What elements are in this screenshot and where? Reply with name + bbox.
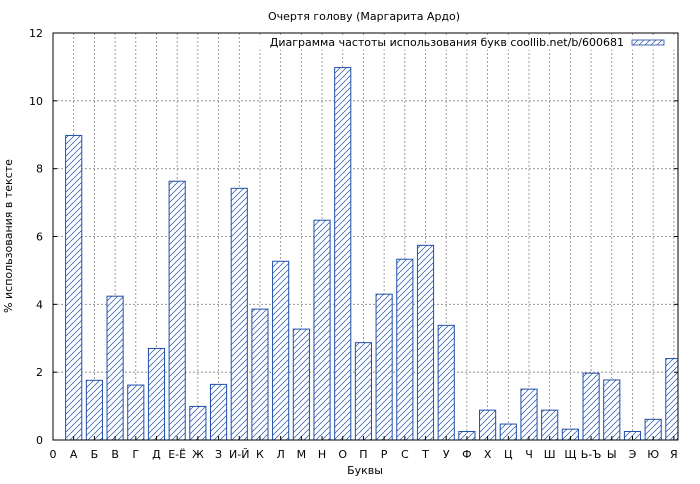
bar xyxy=(209,383,228,441)
bars-group xyxy=(65,67,679,441)
x-tick-label: Э xyxy=(629,448,637,461)
legend-box xyxy=(240,36,676,50)
x-tick-label: У xyxy=(443,448,450,461)
x-tick-label: Б xyxy=(91,448,99,461)
bar xyxy=(396,258,414,441)
bar xyxy=(292,328,310,441)
y-tick-label: 12 xyxy=(29,27,43,40)
bar xyxy=(354,342,373,441)
bar xyxy=(334,67,352,441)
bar xyxy=(603,379,621,441)
bar xyxy=(189,405,207,441)
x-tick-label: Ы xyxy=(607,448,617,461)
x-axis-label: Буквы xyxy=(347,464,383,477)
x-tick-label: Л xyxy=(277,448,285,461)
bar xyxy=(85,379,103,441)
legend-label: Диаграмма частоты использования букв coo… xyxy=(270,36,624,49)
bar xyxy=(416,244,435,441)
bar xyxy=(582,372,600,441)
bar xyxy=(437,324,455,441)
x-tick-label: С xyxy=(401,448,409,461)
bar xyxy=(313,219,331,441)
x-tick-label: 0 xyxy=(50,448,57,461)
bar xyxy=(541,409,559,441)
bar xyxy=(147,347,166,441)
bar xyxy=(665,358,679,441)
bar xyxy=(230,187,248,441)
x-tick-label: И-Й xyxy=(229,448,249,461)
x-tick-label: Е-Ё xyxy=(168,448,186,461)
bar xyxy=(272,260,290,441)
y-tick-label: 2 xyxy=(36,366,43,379)
x-tick-label: Ю xyxy=(647,448,659,461)
bar xyxy=(106,295,124,441)
legend: Диаграмма частоты использования букв coo… xyxy=(240,36,676,50)
x-tick-label: М xyxy=(297,448,307,461)
x-tick-label: Ч xyxy=(525,448,533,461)
grid-lines xyxy=(53,33,678,440)
x-tick-label: Р xyxy=(381,448,388,461)
x-tick-label: П xyxy=(359,448,367,461)
bar xyxy=(168,180,186,441)
x-tick-label: Ш xyxy=(544,448,556,461)
y-tick-label: 0 xyxy=(36,434,43,447)
chart-title: Очертя голову (Маргарита Ардо) xyxy=(268,10,460,23)
x-tick-label: З xyxy=(215,448,222,461)
bar xyxy=(251,308,269,441)
x-tick-label: О xyxy=(338,448,347,461)
x-tick-label: Ь-Ъ xyxy=(581,448,602,461)
x-tick-label: Ф xyxy=(462,448,471,461)
y-tick-label: 8 xyxy=(36,163,43,176)
y-tick-label: 10 xyxy=(29,95,43,108)
bar xyxy=(479,409,497,441)
y-tick-label: 6 xyxy=(36,231,43,244)
x-tick-label: Я xyxy=(670,448,678,461)
x-tick-label: Н xyxy=(318,448,326,461)
x-tick-label: А xyxy=(70,448,78,461)
bar xyxy=(127,384,145,441)
x-tick-label: Ц xyxy=(504,448,513,461)
x-tick-label: В xyxy=(111,448,119,461)
x-tick-label: Д xyxy=(152,448,161,461)
bar xyxy=(520,388,538,441)
bar xyxy=(65,134,83,441)
legend-swatch xyxy=(631,39,665,46)
x-tick-label: Г xyxy=(132,448,139,461)
x-tick-label: Щ xyxy=(564,448,576,461)
x-tick-label: Х xyxy=(484,448,492,461)
bar xyxy=(375,293,393,441)
x-tick-label: Ж xyxy=(192,448,204,461)
x-tick-label: К xyxy=(256,448,264,461)
y-axis-label: % использования в тексте xyxy=(2,159,15,313)
x-tick-label: Т xyxy=(421,448,429,461)
y-tick-label: 4 xyxy=(36,298,43,311)
